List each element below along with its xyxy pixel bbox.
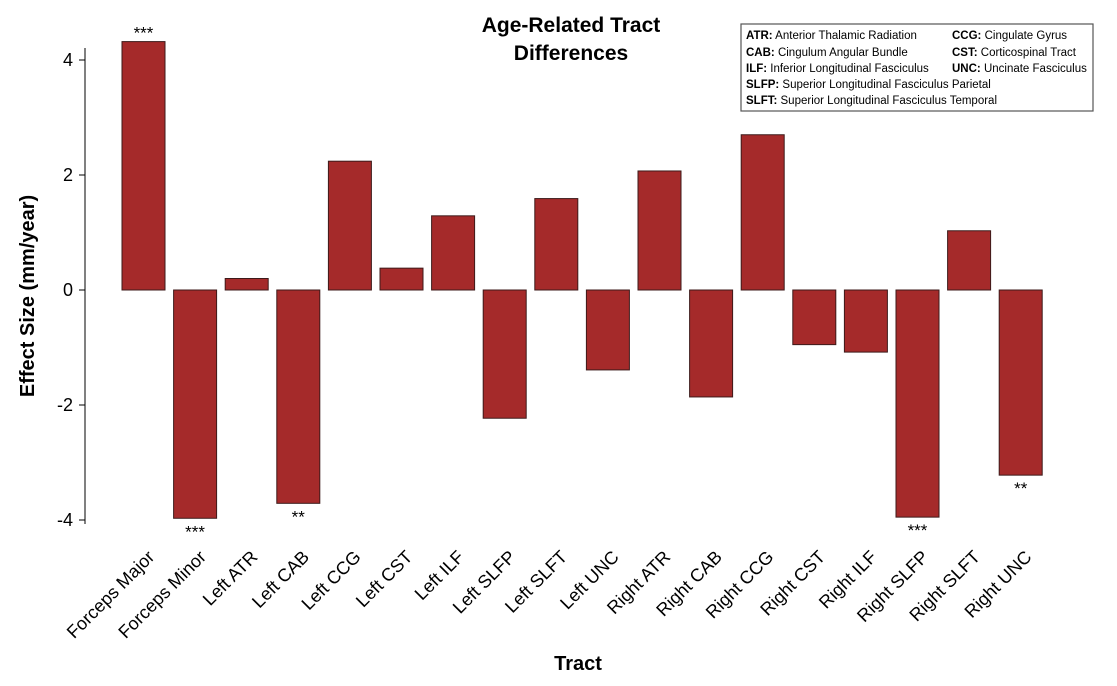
bar <box>998 289 1043 476</box>
legend-full-name: Inferior Longitudinal Fasciculus <box>767 63 929 75</box>
significance-labels: ************* <box>134 24 1028 542</box>
legend-entry: UNC: Uncinate Fasciculus <box>952 63 1087 75</box>
bars-group <box>121 41 1043 519</box>
significance-label: *** <box>134 24 154 43</box>
legend-abbreviation: CST: <box>952 47 978 59</box>
legend: ATR: Anterior Thalamic Radiation CCG: Cin… <box>740 23 1094 112</box>
bar <box>585 289 630 371</box>
bar <box>276 289 321 504</box>
chart-title-line-2: Differences <box>514 42 628 65</box>
legend-entry: CCG: Cingulate Gyrus <box>952 30 1067 42</box>
legend-abbreviation: ATR: <box>746 30 773 42</box>
bar <box>482 289 527 419</box>
legend-box <box>740 23 1094 112</box>
y-axis-ticks: 4 2 0 -2 -4 <box>57 50 85 530</box>
legend-full-name: Anterior Thalamic Radiation <box>773 30 917 42</box>
legend-full-name: Superior Longitudinal Fasciculus Tempora… <box>777 95 997 107</box>
legend-entry: CST: Corticospinal Tract <box>952 47 1077 59</box>
bar <box>689 289 734 398</box>
y-tick-label: 4 <box>63 50 73 70</box>
legend-entry: SLFT: Superior Longitudinal Fasciculus T… <box>746 95 997 107</box>
significance-label: ** <box>1014 479 1028 498</box>
bar <box>895 289 940 518</box>
y-tick-label: -4 <box>57 510 73 530</box>
legend-full-name: Corticospinal Tract <box>978 47 1077 59</box>
chart-title-line-1: Age-Related Tract <box>482 14 661 37</box>
x-axis-label: Tract <box>554 653 602 675</box>
legend-full-name: Superior Longitudinal Fasciculus Parieta… <box>779 79 991 91</box>
legend-abbreviation: SLFT: <box>746 95 777 107</box>
category-label: Left CST <box>352 547 416 611</box>
significance-label: ** <box>292 507 306 526</box>
bar <box>224 278 269 291</box>
bar <box>173 289 218 519</box>
y-tick-label: 0 <box>63 280 73 300</box>
bar <box>637 170 682 291</box>
legend-full-name: Uncinate Fasciculus <box>981 63 1087 75</box>
legend-full-name: Cingulate Gyrus <box>981 30 1067 42</box>
legend-abbreviation: UNC: <box>952 63 981 75</box>
bar <box>947 230 992 291</box>
significance-label: *** <box>908 521 928 540</box>
legend-abbreviation: CCG: <box>952 30 981 42</box>
legend-entry: CAB: Cingulum Angular Bundle <box>746 47 908 59</box>
significance-label: *** <box>185 522 205 541</box>
bar <box>327 160 372 291</box>
legend-abbreviation: SLFP: <box>746 79 779 91</box>
bar <box>792 289 837 346</box>
legend-entry: ATR: Anterior Thalamic Radiation <box>746 30 917 42</box>
y-tick-label: -2 <box>57 395 73 415</box>
y-axis-label: Effect Size (mm/year) <box>17 195 39 397</box>
bar <box>534 198 579 291</box>
y-tick-label: 2 <box>63 165 73 185</box>
legend-abbreviation: ILF: <box>746 63 767 75</box>
legend-entry: SLFP: Superior Longitudinal Fasciculus P… <box>746 79 991 91</box>
bar <box>843 289 888 353</box>
category-label: Forceps Major <box>63 547 158 642</box>
bar <box>431 215 476 291</box>
legend-full-name: Cingulum Angular Bundle <box>775 47 908 59</box>
bar <box>379 267 424 291</box>
legend-entry: ILF: Inferior Longitudinal Fasciculus <box>746 63 929 75</box>
legend-abbreviation: CAB: <box>746 47 775 59</box>
bar <box>121 41 166 291</box>
bar <box>740 134 785 291</box>
